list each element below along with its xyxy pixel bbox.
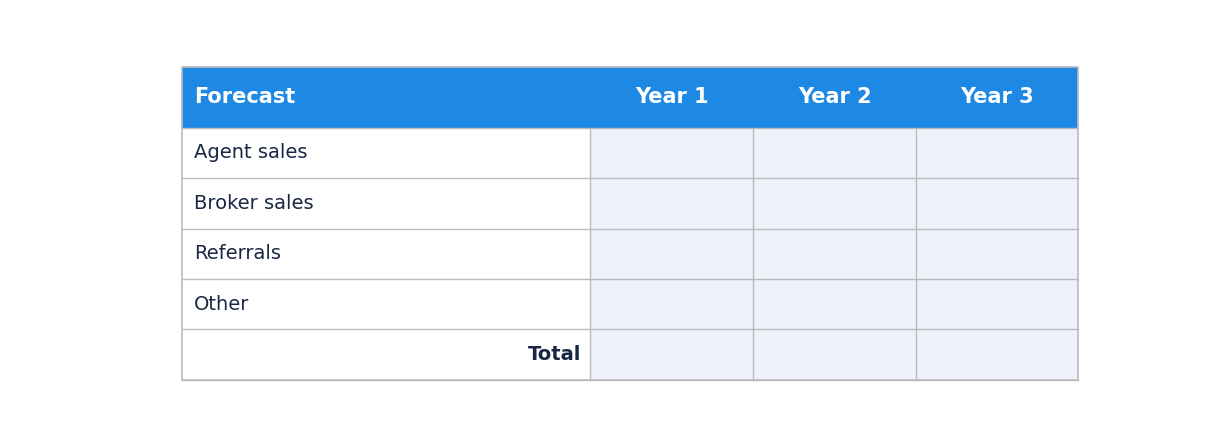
- Text: Year 3: Year 3: [961, 87, 1034, 107]
- Text: Year 1: Year 1: [635, 87, 708, 107]
- Text: Broker sales: Broker sales: [194, 194, 314, 213]
- Text: Total: Total: [528, 345, 581, 364]
- Text: Forecast: Forecast: [194, 87, 295, 107]
- Text: Other: Other: [194, 295, 250, 314]
- Text: Referrals: Referrals: [194, 244, 280, 263]
- Text: Agent sales: Agent sales: [194, 143, 308, 162]
- Text: Year 2: Year 2: [798, 87, 872, 107]
